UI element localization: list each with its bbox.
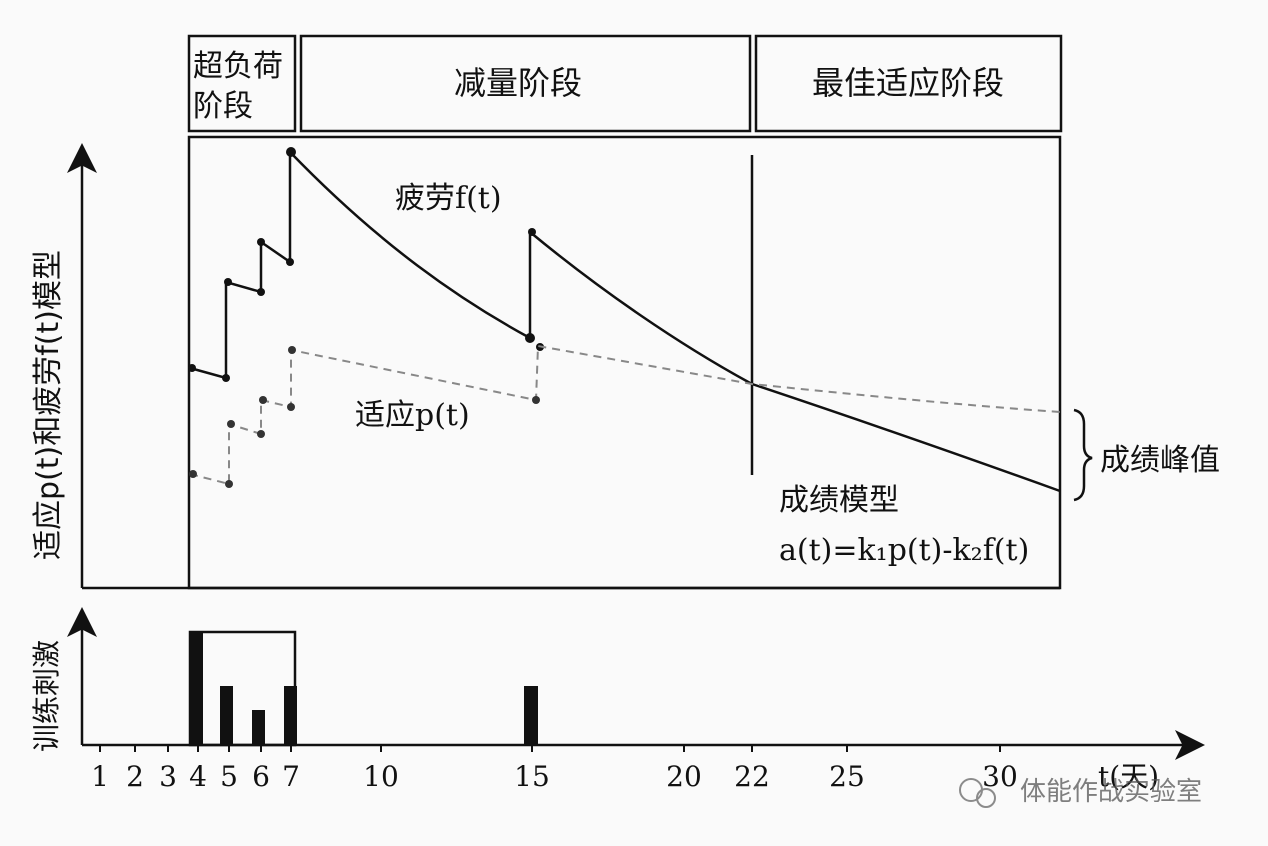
- model-formula: a(t)=k₁p(t)-k₂f(t): [779, 533, 1029, 568]
- x-tick-2: 2: [126, 760, 144, 793]
- x-tick-labels: 1 2 3 4 5 6 7 10 15 20 22 25 30: [91, 760, 1018, 793]
- x-axis-unit: t(天): [1098, 760, 1159, 793]
- model-title: 成绩模型: [779, 483, 899, 518]
- x-tick-1: 1: [91, 760, 109, 793]
- x-tick-20: 20: [666, 760, 702, 793]
- x-tick-6: 6: [252, 760, 270, 793]
- x-ticks: [99, 745, 1001, 752]
- peak-brace: [1073, 408, 1093, 502]
- watermark: 体能作战实验室: [959, 777, 1202, 808]
- stim-bar-day5: [220, 686, 233, 745]
- x-tick-5: 5: [220, 760, 238, 793]
- x-tick-30: 30: [982, 760, 1018, 793]
- x-tick-4: 4: [189, 760, 207, 793]
- stim-bar-day7: [284, 686, 297, 745]
- stim-bar-day4: [190, 632, 203, 745]
- watermark-text: 体能作战实验室: [1020, 777, 1202, 807]
- adaptation-points: [189, 346, 540, 488]
- fatigue-curve: [189, 148, 1061, 493]
- peak-label: 成绩峰值: [1100, 443, 1220, 478]
- phase-taper-label: 减量阶段: [454, 64, 582, 102]
- phase-box-peak: [754, 34, 1063, 133]
- main-plot-box: [187, 135, 1062, 590]
- fatigue-label: 疲劳f(t): [395, 181, 502, 216]
- adaptation-curve: [189, 344, 1061, 486]
- x-tick-3: 3: [159, 760, 177, 793]
- x-tick-25: 25: [829, 760, 865, 793]
- overload-window: [188, 630, 297, 747]
- phase-overload-label-2: 阶段: [193, 89, 253, 124]
- wechat-icon: [959, 778, 983, 802]
- adaptation-label: 适应p(t): [355, 398, 470, 433]
- stimulus-bars: [190, 632, 538, 745]
- phase-box-taper: [299, 34, 752, 133]
- stim-y-axis-label: 训练刺激: [30, 640, 63, 752]
- fatigue-points: [188, 147, 544, 382]
- x-tick-15: 15: [514, 760, 550, 793]
- x-tick-22: 22: [734, 760, 770, 793]
- x-tick-7: 7: [282, 760, 300, 793]
- phase-box-overload: [187, 34, 297, 133]
- phase-peak-label: 最佳适应阶段: [812, 64, 1004, 102]
- x-tick-10: 10: [363, 760, 399, 793]
- stim-bar-day15: [524, 686, 538, 745]
- main-y-axis-label: 适应p(t)和疲劳f(t)模型: [31, 250, 66, 560]
- phase-overload-label-1: 超负荷: [193, 49, 283, 84]
- stim-bar-day6: [252, 710, 265, 745]
